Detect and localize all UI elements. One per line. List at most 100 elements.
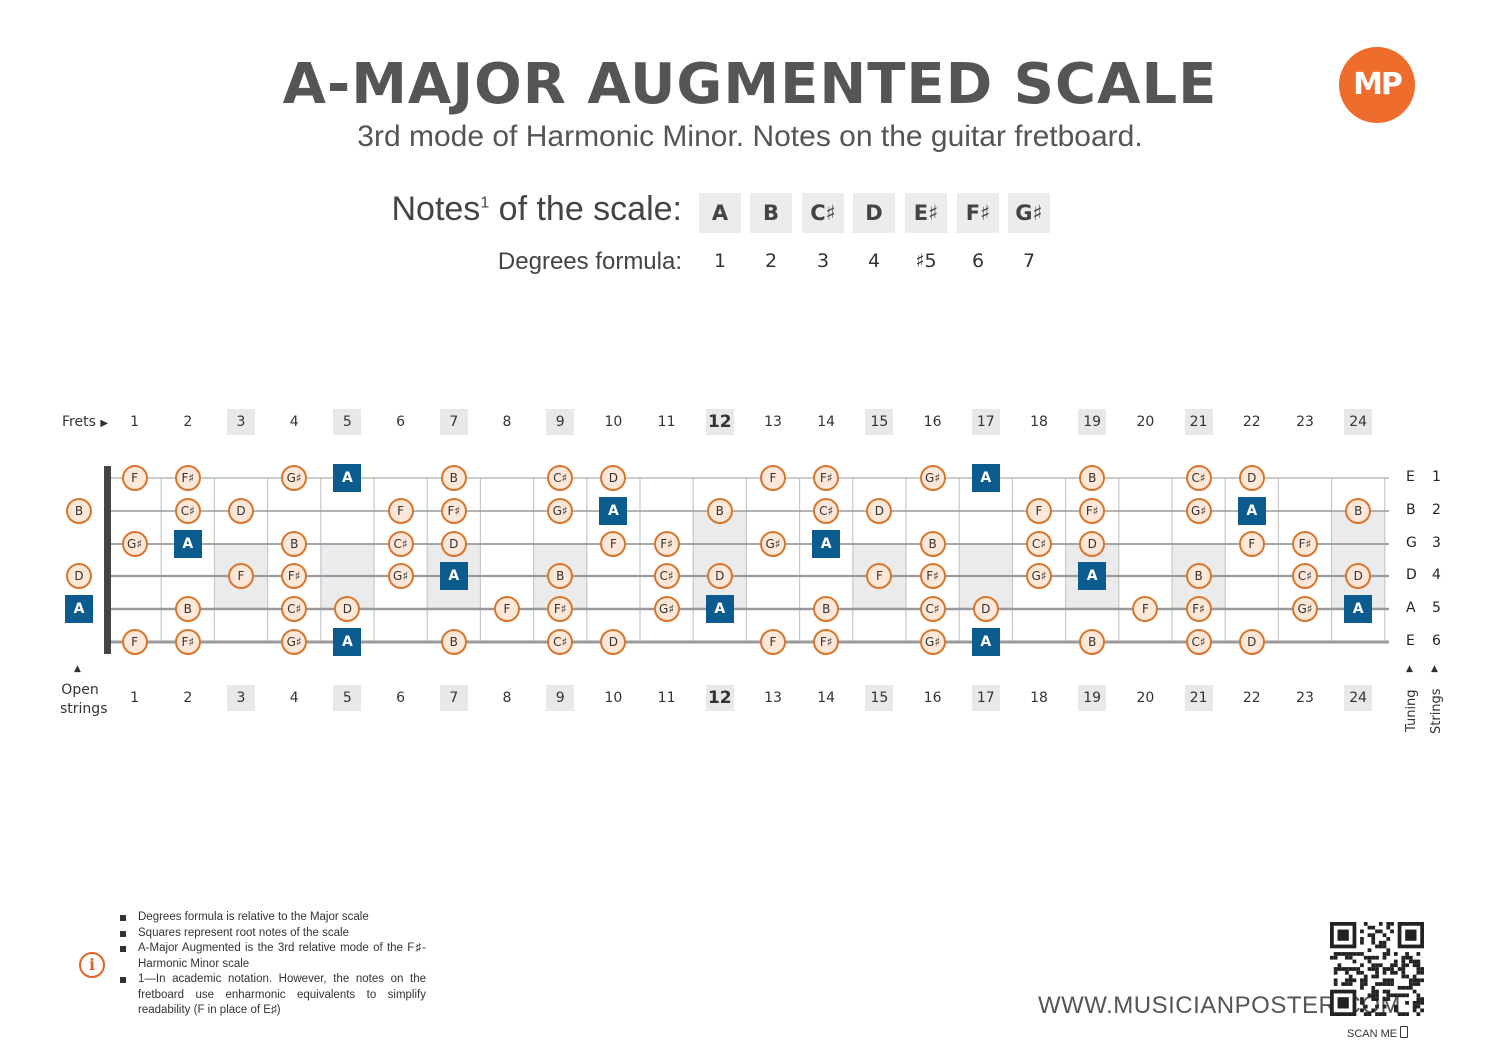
fret-number: 11 — [657, 414, 676, 430]
qr-module — [1420, 978, 1424, 983]
up-arrow-icon: ▲ — [1431, 664, 1438, 674]
qr-module — [1333, 952, 1338, 956]
qr-module — [1386, 937, 1391, 941]
qr-module — [1363, 974, 1368, 979]
qr-module — [1371, 1008, 1376, 1013]
scale-note-box: D — [853, 193, 895, 233]
scale-note-circle: D — [1238, 465, 1265, 491]
qr-module — [1382, 940, 1387, 945]
qr-module — [1378, 922, 1383, 926]
scale-note-circle: D — [866, 498, 893, 524]
fret-number: 14 — [817, 690, 836, 706]
scale-note-circle: B — [706, 498, 733, 524]
scale-note-circle: F♯ — [440, 498, 467, 524]
fret-number: 22 — [1242, 690, 1261, 706]
fret-number: 6 — [396, 690, 406, 706]
qr-module — [1375, 963, 1379, 968]
qr-module — [1401, 1012, 1406, 1016]
qr-module — [1401, 959, 1406, 964]
qr-module — [1363, 1012, 1368, 1016]
qr-module — [1360, 1008, 1364, 1013]
fret-marker-shade — [693, 511, 747, 609]
fret-number: 4 — [289, 690, 299, 706]
scale-degree: 2 — [764, 250, 778, 272]
scale-note-circle: G♯ — [653, 596, 680, 622]
qr-module — [1416, 982, 1421, 986]
scale-note-circle: D — [440, 531, 467, 557]
fret-number: 10 — [604, 414, 623, 430]
scale-note-circle: F — [387, 498, 414, 524]
footnote-item: 1—In academic notation. However, the not… — [118, 972, 426, 1019]
qr-module — [1412, 1004, 1417, 1009]
qr-module — [1360, 963, 1364, 968]
qr-module — [1408, 982, 1413, 986]
qr-module — [1337, 952, 1342, 956]
qr-module — [1378, 982, 1383, 986]
scale-note-circle: D — [66, 563, 92, 589]
scale-note-circle: G♯ — [760, 531, 786, 557]
qr-module — [1405, 952, 1409, 956]
scale-note-circle: G♯ — [1185, 498, 1212, 524]
scale-note-circle: F♯ — [174, 629, 201, 655]
qr-module — [1416, 997, 1421, 1001]
qr-module — [1345, 978, 1349, 983]
notes-label-suffix: of the scale: — [489, 190, 682, 228]
qr-module — [1348, 982, 1353, 986]
qr-module — [1390, 993, 1394, 998]
qr-module — [1382, 933, 1387, 938]
qr-module — [1337, 963, 1342, 968]
qr-module — [1393, 993, 1398, 998]
tuning-label: Tuning — [1404, 689, 1419, 732]
qr-module — [1352, 952, 1357, 956]
qr-module — [1371, 989, 1376, 994]
footnote-item: Squares represent root notes of the scal… — [118, 926, 426, 942]
qr-module — [1356, 952, 1361, 956]
scale-degree: 1 — [713, 250, 727, 272]
qr-module — [1412, 978, 1417, 983]
fret-number: 18 — [1030, 690, 1048, 706]
qr-module — [1341, 967, 1346, 971]
scale-note-circle: F — [1238, 531, 1265, 557]
qr-module — [1360, 997, 1364, 1001]
scale-note-box: G♯ — [1008, 193, 1050, 233]
scale-note-circle: F♯ — [813, 629, 840, 655]
fret-number: 22 — [1242, 414, 1261, 430]
string-tuning: A — [1406, 600, 1416, 616]
scale-note-circle: B — [66, 498, 92, 524]
qr-module — [1405, 929, 1417, 941]
qr-module — [1348, 952, 1353, 956]
qr-module — [1416, 959, 1421, 964]
string-tuning: G — [1406, 535, 1417, 551]
scale-note-circle: F — [121, 465, 148, 491]
footnotes: Degrees formula is relative to the Major… — [118, 910, 426, 1019]
qr-module — [1386, 922, 1391, 926]
fret-number: 19 — [1078, 409, 1107, 435]
fret-number: 15 — [865, 685, 894, 711]
string-tuning: B — [1406, 502, 1416, 518]
fret-number: 14 — [817, 414, 836, 430]
scale-note-circle: C♯ — [281, 596, 308, 622]
qr-module — [1401, 967, 1406, 971]
qr-module — [1367, 955, 1372, 960]
qr-code-icon[interactable] — [1330, 922, 1424, 1016]
qr-module — [1416, 963, 1421, 968]
scale-note-circle: F♯ — [1079, 498, 1106, 524]
scale-note-circle: D — [228, 498, 254, 524]
musicianposter-logo: MP — [1339, 47, 1415, 123]
qr-module — [1360, 937, 1364, 941]
qr-module — [1401, 970, 1406, 975]
qr-module — [1360, 952, 1364, 956]
qr-module — [1378, 940, 1383, 945]
scale-note-circle: B — [1079, 629, 1106, 655]
fret-number: 8 — [502, 690, 512, 706]
qr-module — [1390, 929, 1394, 934]
qr-module — [1405, 993, 1409, 998]
qr-module — [1382, 944, 1387, 949]
qr-module — [1382, 970, 1387, 975]
qr-module — [1367, 933, 1372, 938]
fret-number: 8 — [502, 414, 512, 430]
qr-module — [1371, 997, 1376, 1001]
scale-degree: 3 — [816, 250, 830, 272]
qr-module — [1375, 982, 1379, 986]
qr-module — [1390, 922, 1394, 926]
